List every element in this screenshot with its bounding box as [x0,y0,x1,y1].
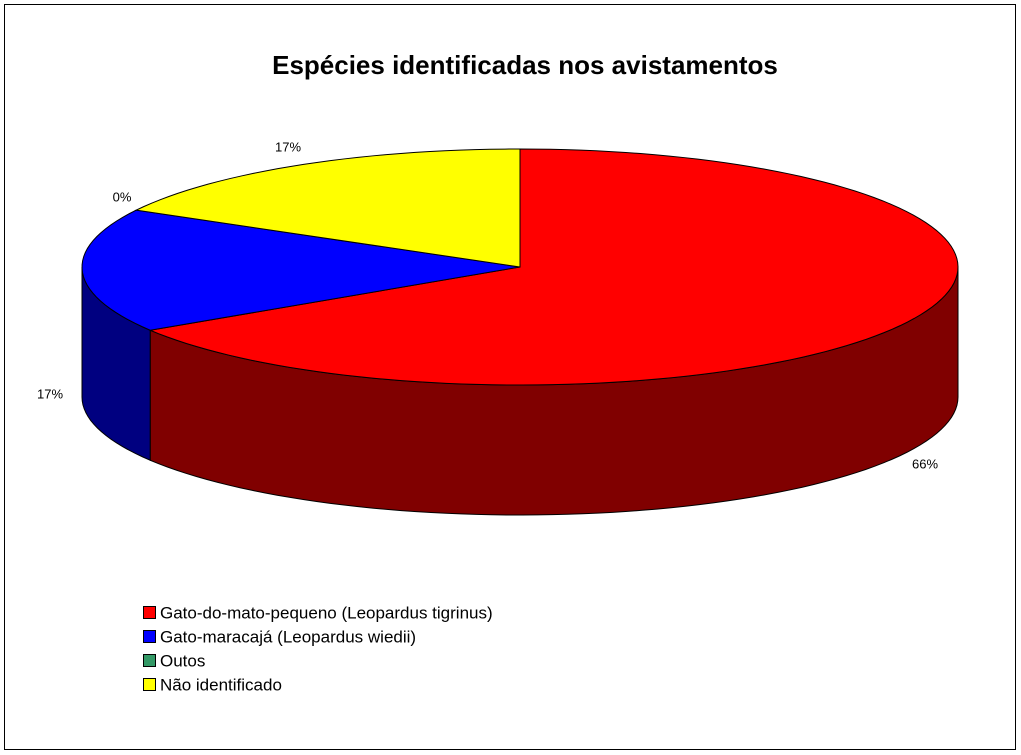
legend-swatch [143,606,156,619]
pie-slice [81,209,521,331]
pie-slice [134,148,521,268]
legend-label: Não identificado [160,675,282,694]
legend-label: Gato-do-mato-pequeno (Leopardus tigrinus… [160,603,493,622]
data-label: 0% [113,189,132,204]
data-label: 17% [37,386,63,401]
chart-title: Espécies identificadas nos avistamentos [272,50,778,80]
legend-swatch [143,654,156,667]
data-label: 66% [912,456,938,471]
legend-swatch [143,678,156,691]
data-label: 17% [275,139,301,154]
legend-label: Gato-maracajá (Leopardus wiedii) [160,627,416,646]
legend-swatch [143,630,156,643]
pie-slice [148,148,959,386]
legend-label: Outos [160,651,205,670]
